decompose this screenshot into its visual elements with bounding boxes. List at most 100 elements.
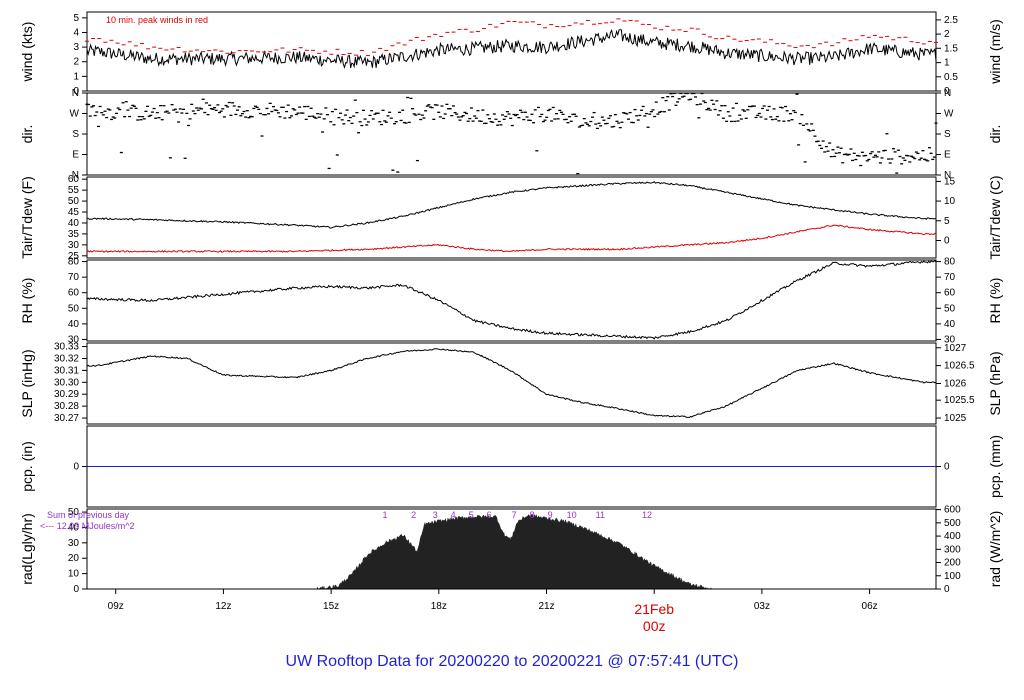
y-tick-label-right: 0.5 bbox=[944, 72, 958, 83]
series-wind-speed bbox=[86, 28, 937, 70]
y-axis-label-right: SLP (hPa) bbox=[987, 351, 1003, 415]
y-tick-label-left: 70 bbox=[68, 272, 80, 283]
y-tick-label-left: E bbox=[72, 150, 79, 161]
y-tick-label-left: 30.27 bbox=[54, 413, 79, 424]
y-tick-label-right: 1 bbox=[944, 58, 950, 69]
panel-frame bbox=[86, 176, 937, 259]
panel-pcp: pcp. (in) pcp. (mm) 0 0 bbox=[19, 425, 1003, 508]
y-tick-label-left: W bbox=[70, 109, 80, 120]
y-tick-label-left: 30 bbox=[68, 334, 80, 345]
y-axis-label-left: SLP (inHg) bbox=[19, 349, 35, 417]
series-dewpoint bbox=[86, 224, 937, 253]
y-tick-label-left: 30.29 bbox=[54, 389, 79, 400]
x-date-label: 21Feb bbox=[634, 601, 674, 617]
y-axis-label-left: wind (kts) bbox=[19, 22, 35, 83]
y-tick-label-right: 100 bbox=[944, 571, 961, 582]
y-tick-label-right: 500 bbox=[944, 518, 961, 529]
y-tick-label-left: 40 bbox=[68, 522, 80, 533]
series-air-temp bbox=[86, 181, 937, 229]
y-tick-label-left: 60 bbox=[68, 288, 80, 299]
panel-wind: wind (kts) wind (m/s) 0 1 2 3 4 5 0 0.5 1 1.5 2 2.5 10… bbox=[19, 11, 1003, 97]
y-tick-label-right: 1025 bbox=[944, 413, 967, 424]
y-tick-label-right: S bbox=[944, 129, 951, 140]
panel-temp: Tair/Tdew (F) Tair/Tdew (C)25303540455055… bbox=[19, 174, 1003, 262]
y-tick-label-left: 10 bbox=[68, 569, 80, 580]
y-tick-label-right: 0 bbox=[944, 86, 950, 97]
panel-frame bbox=[86, 342, 937, 425]
y-tick-label-right: 400 bbox=[944, 531, 961, 542]
y-axis-label-right: RH (%) bbox=[987, 278, 1003, 324]
panel-rh: RH (%) RH (%) 30 40 50 60 70 80 30 40 50 60 70 80 bbox=[19, 257, 1003, 346]
solar-hour-label: 6 bbox=[487, 510, 492, 520]
series-slp bbox=[86, 348, 937, 418]
x-tick-label: 09z bbox=[108, 601, 124, 612]
y-tick-label-left: 0 bbox=[73, 584, 79, 595]
y-tick-label-left: 0 bbox=[73, 86, 79, 97]
radiation-sum-label: Sum of previous day bbox=[47, 510, 130, 520]
panel-slp: SLP (inHg) SLP (hPa)30.2730.2830.2930.303… bbox=[19, 342, 1003, 425]
radiation-sum-value: <--- 12.09 MJoules/m^2 bbox=[40, 521, 135, 531]
y-tick-label-right: 1026 bbox=[944, 379, 967, 390]
x-tick-label: 18z bbox=[431, 601, 447, 612]
y-axis-label-right: dir. bbox=[987, 125, 1003, 144]
solar-hour-label: 2 bbox=[411, 510, 416, 520]
x-tick-label: 06z bbox=[862, 601, 878, 612]
y-tick-label-left: 80 bbox=[68, 257, 80, 268]
solar-hour-label: 10 bbox=[567, 510, 577, 520]
y-tick-label-right: 60 bbox=[944, 288, 956, 299]
y-tick-label-left: 50 bbox=[68, 196, 80, 207]
y-tick-label-right: N bbox=[944, 88, 951, 99]
y-tick-label-left: 40 bbox=[68, 319, 80, 330]
y-axis-label-right: pcp. (mm) bbox=[987, 435, 1003, 498]
y-tick-label-right: 1027 bbox=[944, 343, 967, 354]
y-tick-label-right: 5 bbox=[944, 216, 950, 227]
y-tick-label-right: N bbox=[944, 170, 951, 181]
y-tick-label-left: 30.32 bbox=[54, 353, 79, 364]
y-axis-label-left: pcp. (in) bbox=[19, 441, 35, 492]
y-tick-label-left: 3 bbox=[73, 42, 79, 53]
y-tick-label-right: 30 bbox=[944, 334, 956, 345]
y-tick-label-left: 50 bbox=[68, 303, 80, 314]
y-tick-label-left: 30.33 bbox=[54, 342, 79, 353]
y-tick-label-left: 5 bbox=[73, 13, 79, 24]
solar-hour-label: 11 bbox=[596, 510, 605, 520]
y-tick-label-right: 300 bbox=[944, 544, 961, 555]
y-tick-label-right: E bbox=[944, 150, 951, 161]
solar-hour-label: 4 bbox=[451, 510, 456, 520]
y-tick-label-right: 1026.5 bbox=[944, 361, 975, 372]
panels-layer: wind (kts) wind (m/s)01234500.511.522.510… bbox=[19, 11, 1003, 595]
solar-hour-label: 7 bbox=[512, 510, 517, 520]
series-rh bbox=[86, 259, 937, 340]
y-tick-label-left: 1 bbox=[73, 71, 79, 82]
y-tick-label-left: 0 bbox=[73, 462, 79, 473]
y-tick-label-left: S bbox=[72, 129, 79, 140]
y-tick-label-left: 25 bbox=[68, 251, 80, 262]
y-tick-label-right: 1.5 bbox=[944, 43, 958, 54]
y-axis-label-left: Tair/Tdew (F) bbox=[19, 176, 35, 258]
y-tick-label-right: 0 bbox=[944, 584, 950, 595]
solar-hour-label: 3 bbox=[433, 510, 438, 520]
y-tick-label-left: 20 bbox=[68, 553, 80, 564]
y-axis-label-right: wind (m/s) bbox=[987, 19, 1003, 85]
y-tick-label-left: 45 bbox=[68, 207, 80, 218]
y-tick-label-right: 15 bbox=[944, 176, 956, 187]
y-tick-label-right: 10 bbox=[944, 196, 956, 207]
y-tick-label-left: 30 bbox=[68, 240, 80, 251]
x-tick-label: 12z bbox=[215, 601, 231, 612]
y-axis-label-left: rad(Lgly/hr) bbox=[19, 513, 35, 585]
y-tick-label-right: 70 bbox=[944, 272, 956, 283]
y-tick-label-right: 0 bbox=[944, 235, 950, 246]
y-tick-label-right: 2.5 bbox=[944, 15, 958, 26]
y-tick-label-right: 600 bbox=[944, 505, 961, 516]
y-tick-label-right: 200 bbox=[944, 558, 961, 569]
chart-title: UW Rooftop Data for 20200220 to 20200221… bbox=[286, 653, 739, 670]
y-tick-label-left: 4 bbox=[73, 27, 79, 38]
panel-frame bbox=[86, 11, 937, 92]
y-tick-label-left: 40 bbox=[68, 218, 80, 229]
y-tick-label-right: 0 bbox=[944, 462, 950, 473]
x-tick-label: 15z bbox=[323, 601, 339, 612]
y-tick-label-left: 30.31 bbox=[54, 365, 79, 376]
y-tick-label-left: N bbox=[72, 170, 79, 181]
